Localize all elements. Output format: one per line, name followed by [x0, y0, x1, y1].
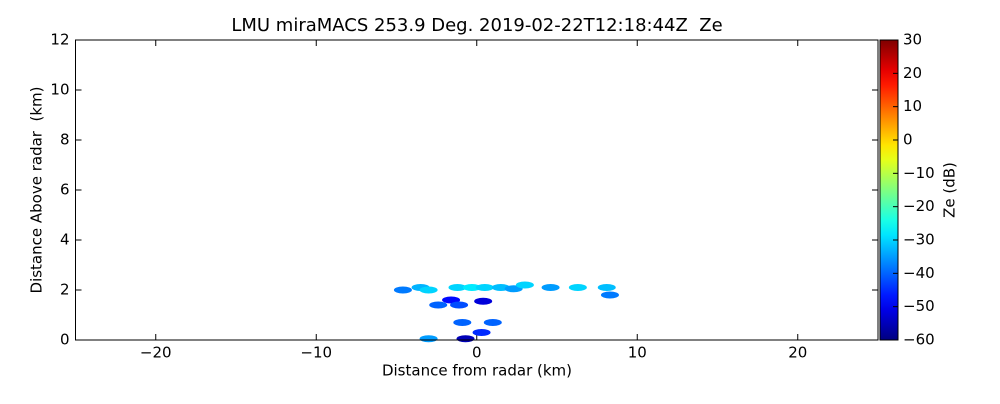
- colorbar-label: Ze (dB): [941, 162, 959, 218]
- echo: [419, 286, 438, 294]
- x-tick-label: 20: [788, 344, 807, 362]
- colorbar-tick-label: −60: [903, 331, 935, 349]
- echo: [597, 284, 616, 291]
- y-tick-label: 4: [60, 231, 70, 249]
- echo: [453, 319, 472, 326]
- x-tick-label: 10: [628, 344, 647, 362]
- echo: [475, 284, 494, 291]
- echo: [442, 296, 461, 304]
- echo: [419, 335, 438, 343]
- colorbar-tick-label: −40: [903, 264, 935, 282]
- echo: [462, 284, 481, 291]
- echo: [450, 301, 469, 309]
- colorbar-tick-label: 30: [903, 31, 922, 49]
- echo: [600, 291, 619, 299]
- echo: [472, 329, 491, 336]
- colorbar-tick-label: −20: [903, 197, 935, 215]
- echo: [515, 281, 534, 289]
- echo: [448, 284, 467, 291]
- colorbar-tick-label: −10: [903, 164, 935, 182]
- chart-title: LMU miraMACS 253.9 Deg. 2019-02-22T12:18…: [231, 15, 722, 36]
- y-tick-label: 8: [60, 131, 70, 149]
- x-tick-label: 0: [472, 344, 482, 362]
- echo: [483, 319, 502, 326]
- echo: [474, 297, 493, 305]
- x-axis-label: Distance from radar (km): [382, 362, 572, 380]
- colorbar-tick-label: −30: [903, 231, 935, 249]
- colorbar: [879, 39, 899, 341]
- echo: [393, 286, 412, 294]
- y-tick-label: 10: [50, 81, 69, 99]
- y-tick-label: 0: [60, 331, 70, 349]
- colorbar-tick-label: 0: [903, 131, 913, 149]
- y-tick-label: 2: [60, 281, 70, 299]
- colorbar-tick-label: −50: [903, 297, 935, 315]
- echo: [429, 301, 448, 309]
- echo: [541, 284, 560, 291]
- echo: [568, 284, 587, 291]
- y-axis-label: Distance Above radar (km): [28, 87, 46, 294]
- echo: [456, 335, 475, 343]
- plot-frame: [75, 39, 879, 341]
- colorbar-tick-label: 20: [903, 64, 922, 82]
- y-tick-label: 12: [50, 31, 69, 49]
- y-tick-label: 6: [60, 181, 70, 199]
- x-tick-label: −10: [300, 344, 332, 362]
- colorbar-tick-label: 10: [903, 97, 922, 115]
- x-tick-label: −20: [140, 344, 172, 362]
